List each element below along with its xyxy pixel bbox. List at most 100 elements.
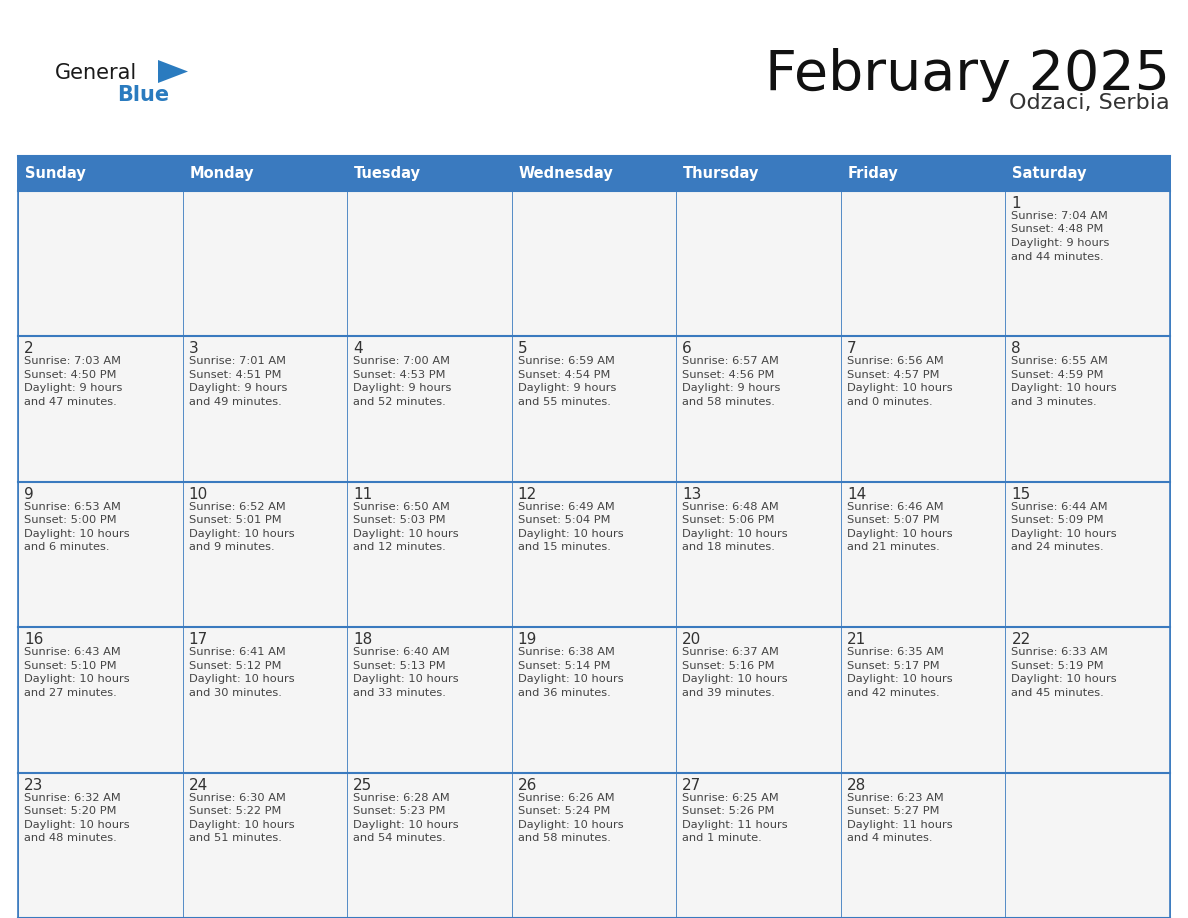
Text: Daylight: 9 hours: Daylight: 9 hours <box>353 384 451 394</box>
Text: Sunset: 4:53 PM: Sunset: 4:53 PM <box>353 370 446 380</box>
Text: Sunrise: 6:26 AM: Sunrise: 6:26 AM <box>518 792 614 802</box>
Text: Daylight: 10 hours: Daylight: 10 hours <box>189 529 295 539</box>
Text: Daylight: 10 hours: Daylight: 10 hours <box>847 674 953 684</box>
Text: Daylight: 10 hours: Daylight: 10 hours <box>189 674 295 684</box>
Bar <box>18 156 183 191</box>
Text: Sunrise: 6:44 AM: Sunrise: 6:44 AM <box>1011 502 1108 512</box>
Text: Daylight: 9 hours: Daylight: 9 hours <box>189 384 287 394</box>
Text: and 39 minutes.: and 39 minutes. <box>682 688 775 698</box>
Text: Sunrise: 6:35 AM: Sunrise: 6:35 AM <box>847 647 943 657</box>
Text: February 2025: February 2025 <box>765 48 1170 102</box>
Text: and 30 minutes.: and 30 minutes. <box>189 688 282 698</box>
Text: Sunrise: 6:28 AM: Sunrise: 6:28 AM <box>353 792 450 802</box>
Text: 26: 26 <box>518 778 537 792</box>
Bar <box>841 156 1005 191</box>
Bar <box>676 156 841 191</box>
Text: Daylight: 10 hours: Daylight: 10 hours <box>518 529 624 539</box>
Text: and 45 minutes.: and 45 minutes. <box>1011 688 1104 698</box>
Text: 4: 4 <box>353 341 362 356</box>
Bar <box>512 482 676 627</box>
Text: Thursday: Thursday <box>683 166 759 181</box>
Text: and 12 minutes.: and 12 minutes. <box>353 543 446 553</box>
Text: 3: 3 <box>189 341 198 356</box>
Text: and 15 minutes.: and 15 minutes. <box>518 543 611 553</box>
Text: Sunrise: 6:48 AM: Sunrise: 6:48 AM <box>682 502 779 512</box>
Text: Sunset: 5:17 PM: Sunset: 5:17 PM <box>847 661 940 671</box>
Bar <box>183 482 347 627</box>
Bar <box>18 191 183 336</box>
Bar <box>18 156 1170 918</box>
Text: Daylight: 10 hours: Daylight: 10 hours <box>24 529 129 539</box>
Text: 25: 25 <box>353 778 372 792</box>
Text: Sunset: 5:26 PM: Sunset: 5:26 PM <box>682 806 775 816</box>
Bar <box>18 336 183 482</box>
Text: 20: 20 <box>682 633 702 647</box>
Text: Odzaci, Serbia: Odzaci, Serbia <box>1010 93 1170 113</box>
Bar <box>676 482 841 627</box>
Text: Blue: Blue <box>116 85 169 105</box>
Text: Sunrise: 6:46 AM: Sunrise: 6:46 AM <box>847 502 943 512</box>
Bar <box>183 191 347 336</box>
Text: and 33 minutes.: and 33 minutes. <box>353 688 446 698</box>
Text: Daylight: 10 hours: Daylight: 10 hours <box>518 820 624 830</box>
Text: Sunset: 5:01 PM: Sunset: 5:01 PM <box>189 515 282 525</box>
Bar <box>1005 156 1170 191</box>
Text: 5: 5 <box>518 341 527 356</box>
Text: Wednesday: Wednesday <box>519 166 613 181</box>
Text: 7: 7 <box>847 341 857 356</box>
Text: 8: 8 <box>1011 341 1020 356</box>
Text: Sunset: 5:14 PM: Sunset: 5:14 PM <box>518 661 611 671</box>
Text: Sunrise: 6:55 AM: Sunrise: 6:55 AM <box>1011 356 1108 366</box>
Text: 12: 12 <box>518 487 537 502</box>
Bar <box>347 773 512 918</box>
Bar <box>676 336 841 482</box>
Text: Sunset: 4:48 PM: Sunset: 4:48 PM <box>1011 225 1104 234</box>
Text: Daylight: 9 hours: Daylight: 9 hours <box>24 384 122 394</box>
Text: and 1 minute.: and 1 minute. <box>682 834 762 843</box>
Text: Sunrise: 6:38 AM: Sunrise: 6:38 AM <box>518 647 614 657</box>
Text: Daylight: 10 hours: Daylight: 10 hours <box>1011 529 1117 539</box>
Text: Sunrise: 7:04 AM: Sunrise: 7:04 AM <box>1011 211 1108 221</box>
Bar <box>183 773 347 918</box>
Text: and 58 minutes.: and 58 minutes. <box>518 834 611 843</box>
Bar <box>347 482 512 627</box>
Text: Sunrise: 6:30 AM: Sunrise: 6:30 AM <box>189 792 285 802</box>
Text: Sunset: 4:59 PM: Sunset: 4:59 PM <box>1011 370 1104 380</box>
Text: Sunset: 5:00 PM: Sunset: 5:00 PM <box>24 515 116 525</box>
Polygon shape <box>158 60 188 83</box>
Text: 19: 19 <box>518 633 537 647</box>
Bar <box>18 482 183 627</box>
Text: General: General <box>55 63 138 83</box>
Text: Sunrise: 6:37 AM: Sunrise: 6:37 AM <box>682 647 779 657</box>
Bar <box>841 336 1005 482</box>
Text: Daylight: 11 hours: Daylight: 11 hours <box>682 820 788 830</box>
Text: Sunset: 5:03 PM: Sunset: 5:03 PM <box>353 515 446 525</box>
Text: Sunrise: 6:32 AM: Sunrise: 6:32 AM <box>24 792 121 802</box>
Bar <box>1005 482 1170 627</box>
Text: 22: 22 <box>1011 633 1031 647</box>
Text: Daylight: 10 hours: Daylight: 10 hours <box>1011 384 1117 394</box>
Text: 2: 2 <box>24 341 33 356</box>
Text: 27: 27 <box>682 778 702 792</box>
Text: Sunday: Sunday <box>25 166 86 181</box>
Text: Sunrise: 6:40 AM: Sunrise: 6:40 AM <box>353 647 450 657</box>
Text: 16: 16 <box>24 633 44 647</box>
Bar <box>347 336 512 482</box>
Text: and 4 minutes.: and 4 minutes. <box>847 834 933 843</box>
Text: Sunset: 5:24 PM: Sunset: 5:24 PM <box>518 806 611 816</box>
Text: Daylight: 10 hours: Daylight: 10 hours <box>682 674 788 684</box>
Text: Daylight: 11 hours: Daylight: 11 hours <box>847 820 953 830</box>
Text: Sunset: 5:07 PM: Sunset: 5:07 PM <box>847 515 940 525</box>
Text: Sunset: 5:19 PM: Sunset: 5:19 PM <box>1011 661 1104 671</box>
Bar <box>18 156 1170 191</box>
Text: 6: 6 <box>682 341 693 356</box>
Bar <box>347 156 512 191</box>
Text: and 21 minutes.: and 21 minutes. <box>847 543 940 553</box>
Text: Sunset: 5:22 PM: Sunset: 5:22 PM <box>189 806 280 816</box>
Text: Daylight: 10 hours: Daylight: 10 hours <box>189 820 295 830</box>
Text: Sunrise: 6:25 AM: Sunrise: 6:25 AM <box>682 792 779 802</box>
Text: and 52 minutes.: and 52 minutes. <box>353 397 446 407</box>
Text: Daylight: 10 hours: Daylight: 10 hours <box>353 674 459 684</box>
Text: Sunset: 5:16 PM: Sunset: 5:16 PM <box>682 661 775 671</box>
Text: Sunrise: 7:00 AM: Sunrise: 7:00 AM <box>353 356 450 366</box>
